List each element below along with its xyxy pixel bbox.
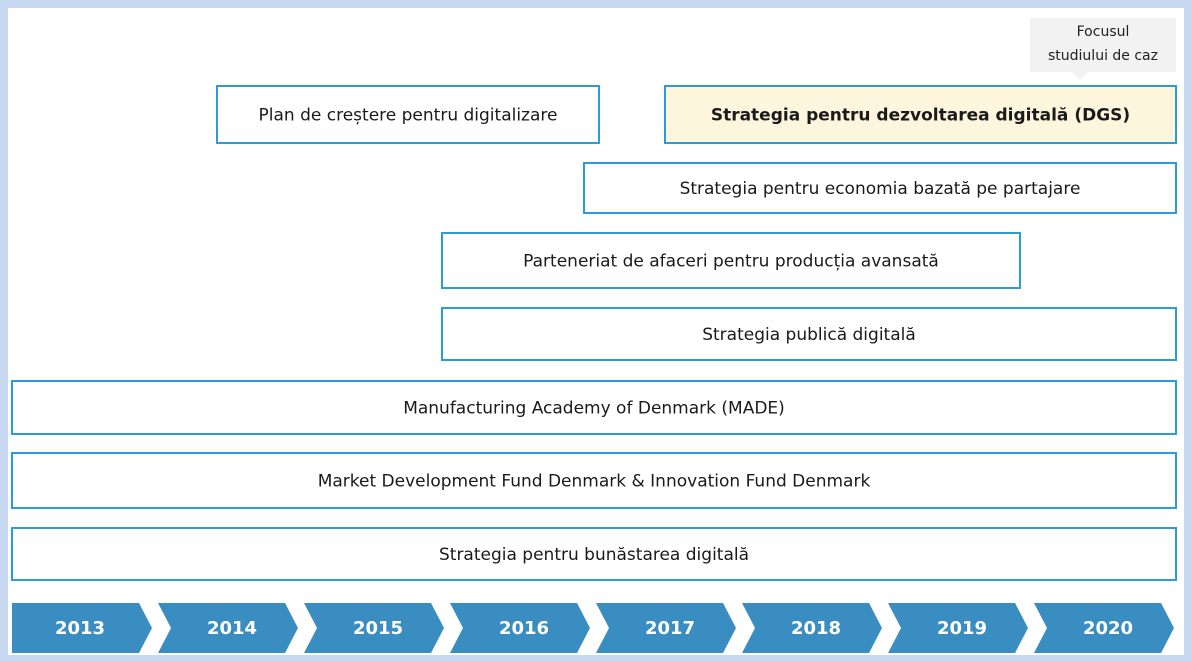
year-chevron — [450, 603, 590, 653]
initiative-label: Market Development Fund Denmark & Innova… — [318, 472, 871, 492]
initiative-box — [441, 307, 1177, 361]
initiative-label: Plan de creștere pentru digitalizare — [259, 106, 558, 126]
initiative-label: Strategia pentru economia bazată pe part… — [680, 179, 1081, 199]
year-label: 2019 — [937, 618, 987, 639]
initiative-box — [11, 380, 1177, 435]
year-label: 2013 — [55, 618, 105, 639]
callout-shape — [1030, 18, 1176, 80]
year-label: 2016 — [499, 618, 549, 639]
initiative-label: Strategia pentru bunăstarea digitală — [439, 545, 749, 565]
year-chevron — [1034, 603, 1174, 653]
initiative-box — [11, 452, 1177, 509]
initiative-label: Strategia pentru dezvoltarea digitală (D… — [711, 106, 1130, 126]
year-label: 2018 — [791, 618, 841, 639]
year-label: 2015 — [353, 618, 403, 639]
year-chevron — [12, 603, 152, 653]
year-chevron — [158, 603, 298, 653]
year-chevron — [596, 603, 736, 653]
initiative-label: Manufacturing Academy of Denmark (MADE) — [403, 399, 785, 419]
initiative-box — [583, 162, 1177, 214]
initiative-label: Parteneriat de afaceri pentru producția … — [523, 252, 939, 272]
initiative-box — [664, 85, 1177, 144]
year-chevron — [304, 603, 444, 653]
year-label: 2017 — [645, 618, 695, 639]
year-label: 2020 — [1083, 618, 1133, 639]
year-chevron — [742, 603, 882, 653]
initiative-label: Strategia publică digitală — [702, 325, 916, 345]
callout-line: studiului de caz — [1048, 48, 1158, 64]
initiative-box — [441, 232, 1021, 289]
initiative-box — [216, 85, 600, 144]
initiative-box — [11, 527, 1177, 581]
year-chevron — [888, 603, 1028, 653]
callout: Focusul studiului de caz — [1030, 18, 1176, 80]
year-label: 2014 — [207, 618, 257, 639]
callout-line: Focusul — [1077, 24, 1130, 40]
